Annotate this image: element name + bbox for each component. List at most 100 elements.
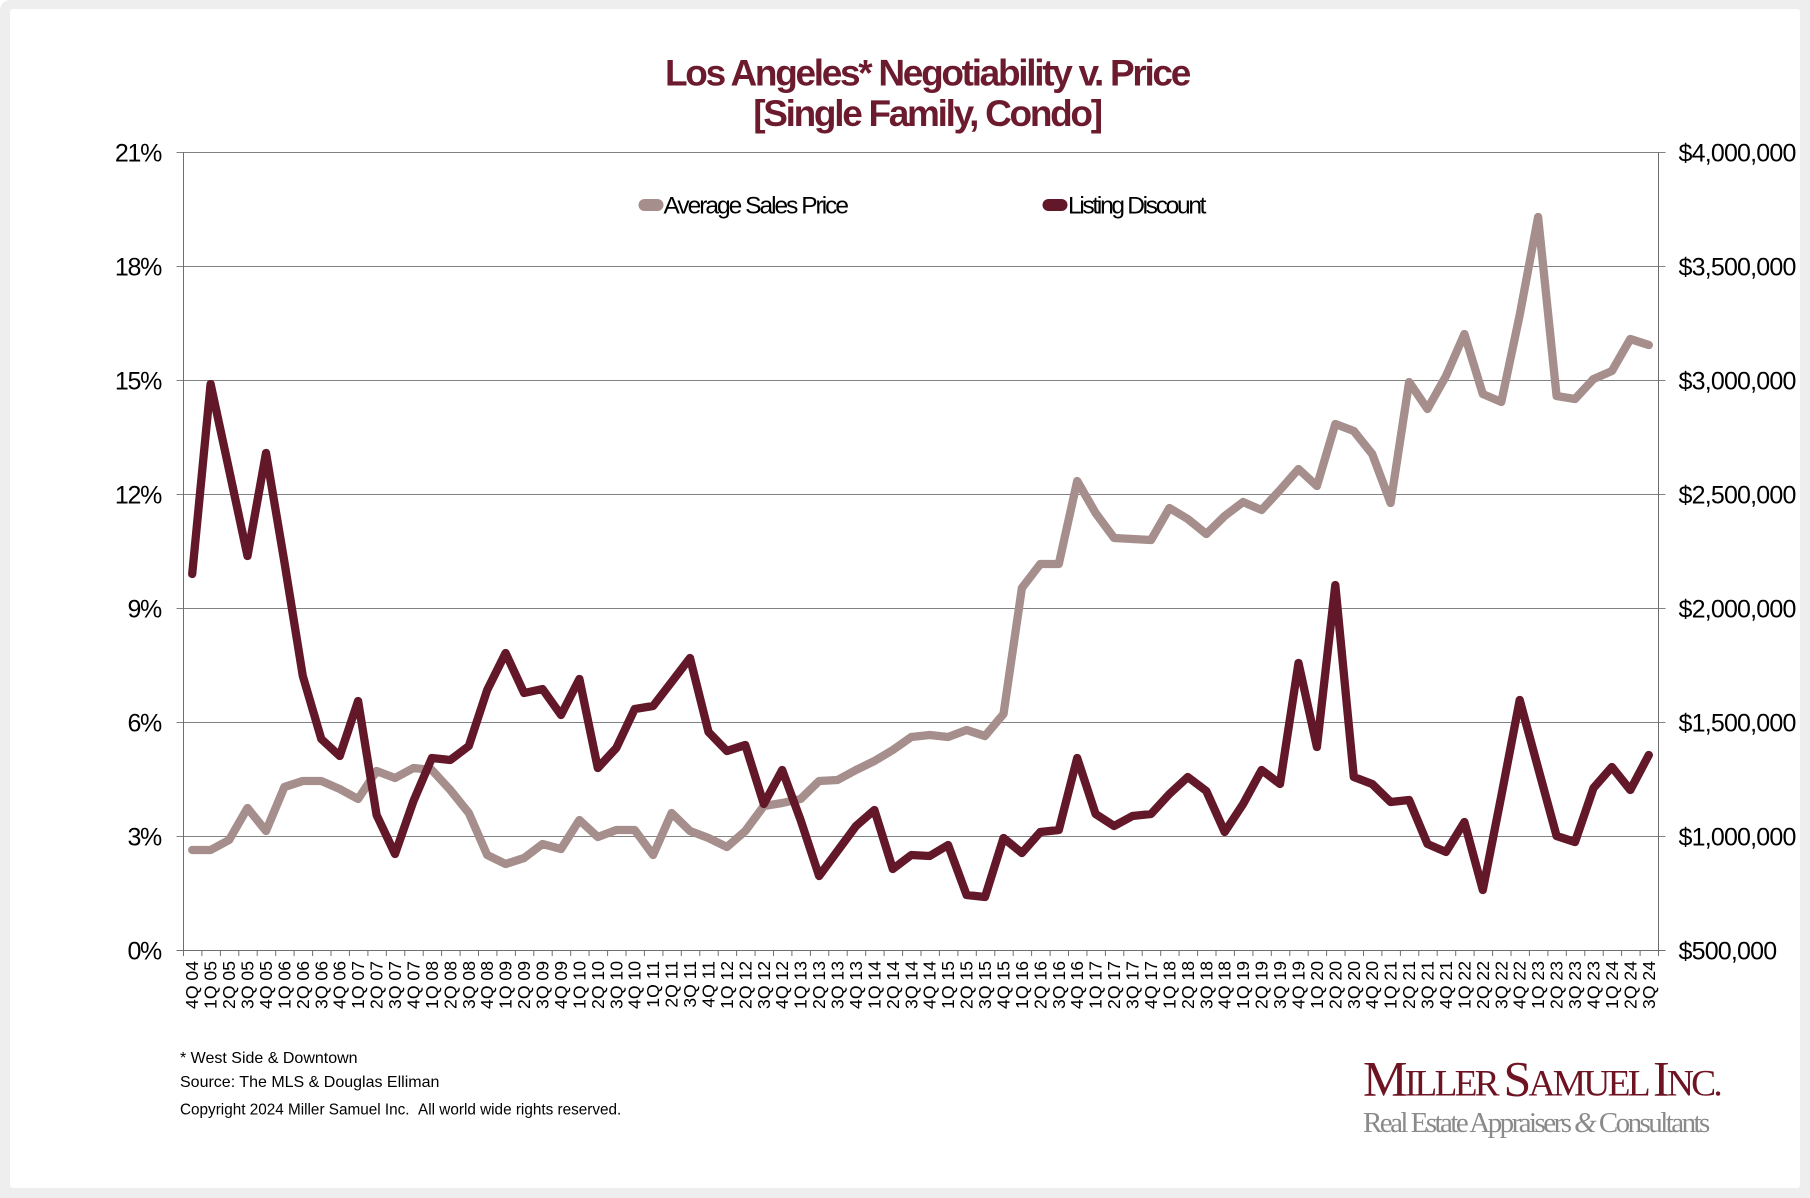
svg-text:1Q 23: 1Q 23	[1528, 961, 1548, 1009]
svg-text:2Q 20: 2Q 20	[1325, 961, 1345, 1009]
svg-text:Copyright 2024 Miller Samuel I: Copyright 2024 Miller Samuel Inc. All wo…	[180, 1101, 621, 1118]
svg-text:2Q 11: 2Q 11	[662, 961, 682, 1008]
svg-text:2Q 08: 2Q 08	[440, 961, 460, 1009]
svg-text:3Q 19: 3Q 19	[1270, 961, 1290, 1009]
svg-text:2Q 18: 2Q 18	[1178, 961, 1198, 1009]
svg-text:2Q 09: 2Q 09	[514, 961, 534, 1009]
svg-text:9%: 9%	[127, 596, 162, 624]
svg-text:4Q 21: 4Q 21	[1436, 961, 1456, 1009]
svg-text:1Q 14: 1Q 14	[864, 961, 884, 1009]
svg-text:4Q 07: 4Q 07	[404, 961, 424, 1009]
svg-text:2Q 14: 2Q 14	[883, 961, 903, 1009]
svg-text:2Q 23: 2Q 23	[1547, 961, 1567, 1009]
svg-text:4Q 11: 4Q 11	[699, 961, 719, 1008]
svg-text:12%: 12%	[115, 482, 162, 510]
svg-text:1Q 21: 1Q 21	[1381, 961, 1401, 1009]
svg-text:1Q 16: 1Q 16	[1012, 961, 1032, 1009]
svg-text:2Q 22: 2Q 22	[1473, 961, 1493, 1009]
svg-text:[Single Family, Condo]: [Single Family, Condo]	[753, 93, 1101, 134]
svg-text:3Q 10: 3Q 10	[606, 961, 626, 1009]
svg-text:2Q 07: 2Q 07	[367, 961, 387, 1009]
svg-text:4Q 18: 4Q 18	[1215, 961, 1235, 1009]
svg-text:21%: 21%	[115, 140, 162, 168]
svg-text:3Q 07: 3Q 07	[385, 961, 405, 1009]
svg-text:3Q 11: 3Q 11	[680, 961, 700, 1008]
svg-text:3Q 23: 3Q 23	[1565, 961, 1585, 1009]
svg-text:3Q 06: 3Q 06	[311, 961, 331, 1009]
svg-text:$3,500,000: $3,500,000	[1679, 254, 1796, 282]
svg-text:2Q 10: 2Q 10	[588, 961, 608, 1009]
svg-text:3Q 13: 3Q 13	[828, 961, 848, 1009]
svg-text:1Q 17: 1Q 17	[1086, 961, 1106, 1009]
svg-text:Los Angeles* Negotiability v.: Los Angeles* Negotiability v. Price	[665, 53, 1191, 94]
svg-text:4Q 20: 4Q 20	[1362, 961, 1382, 1009]
svg-text:3Q 08: 3Q 08	[459, 961, 479, 1009]
svg-text:4Q 22: 4Q 22	[1510, 961, 1530, 1009]
svg-text:4Q 08: 4Q 08	[477, 961, 497, 1009]
svg-text:4Q 10: 4Q 10	[625, 961, 645, 1009]
svg-text:3Q 24: 3Q 24	[1639, 961, 1659, 1009]
svg-text:1Q 05: 1Q 05	[201, 961, 221, 1009]
svg-text:$3,000,000: $3,000,000	[1679, 368, 1796, 396]
svg-text:2Q 24: 2Q 24	[1620, 961, 1640, 1009]
svg-text:1Q 06: 1Q 06	[274, 961, 294, 1009]
svg-text:3Q 20: 3Q 20	[1344, 961, 1364, 1009]
svg-text:1Q 15: 1Q 15	[938, 961, 958, 1009]
svg-text:3Q 14: 3Q 14	[901, 961, 921, 1009]
svg-text:4Q 04: 4Q 04	[182, 961, 202, 1009]
svg-text:$1,500,000: $1,500,000	[1679, 710, 1796, 738]
svg-text:1Q 10: 1Q 10	[569, 961, 589, 1009]
svg-text:$4,000,000: $4,000,000	[1679, 140, 1796, 168]
svg-text:3Q 12: 3Q 12	[754, 961, 774, 1009]
svg-text:4Q 17: 4Q 17	[1141, 961, 1161, 1009]
svg-text:Real Estate Appraisers & Consu: Real Estate Appraisers & Consultants	[1363, 1107, 1710, 1139]
svg-text:3Q 18: 3Q 18	[1196, 961, 1216, 1009]
svg-text:3%: 3%	[127, 824, 162, 852]
svg-text:4Q 13: 4Q 13	[846, 961, 866, 1009]
svg-text:1Q 20: 1Q 20	[1307, 961, 1327, 1009]
svg-text:2Q 06: 2Q 06	[293, 961, 313, 1009]
svg-text:2Q 15: 2Q 15	[957, 961, 977, 1009]
svg-text:1Q 08: 1Q 08	[422, 961, 442, 1009]
svg-text:3Q 16: 3Q 16	[1049, 961, 1069, 1009]
svg-text:3Q 17: 3Q 17	[1123, 961, 1143, 1009]
svg-text:18%: 18%	[115, 254, 162, 282]
svg-text:4Q 14: 4Q 14	[920, 961, 940, 1009]
svg-text:3Q 15: 3Q 15	[975, 961, 995, 1009]
svg-text:3Q 09: 3Q 09	[533, 961, 553, 1009]
svg-text:$2,000,000: $2,000,000	[1679, 596, 1796, 624]
svg-text:1Q 24: 1Q 24	[1602, 961, 1622, 1009]
svg-text:1Q 12: 1Q 12	[717, 961, 737, 1009]
svg-text:4Q 06: 4Q 06	[330, 961, 350, 1009]
svg-text:2Q 12: 2Q 12	[735, 961, 755, 1009]
svg-text:$1,000,000: $1,000,000	[1679, 824, 1796, 852]
svg-text:2Q 05: 2Q 05	[219, 961, 239, 1009]
svg-text:2Q 17: 2Q 17	[1104, 961, 1124, 1009]
svg-text:4Q 23: 4Q 23	[1584, 961, 1604, 1009]
svg-text:Average Sales Price: Average Sales Price	[664, 193, 849, 220]
svg-text:2Q 13: 2Q 13	[809, 961, 829, 1009]
svg-text:3Q 22: 3Q 22	[1491, 961, 1511, 1009]
svg-text:1Q 18: 1Q 18	[1159, 961, 1179, 1009]
svg-text:1Q 09: 1Q 09	[496, 961, 516, 1009]
svg-text:4Q 16: 4Q 16	[1067, 961, 1087, 1009]
svg-text:2Q 19: 2Q 19	[1252, 961, 1272, 1009]
svg-text:1Q 11: 1Q 11	[643, 961, 663, 1008]
svg-text:4Q 12: 4Q 12	[772, 961, 792, 1009]
svg-text:1Q 22: 1Q 22	[1454, 961, 1474, 1009]
svg-text:$2,500,000: $2,500,000	[1679, 482, 1796, 510]
svg-text:0%: 0%	[127, 938, 162, 966]
svg-text:4Q 09: 4Q 09	[551, 961, 571, 1009]
svg-text:2Q 16: 2Q 16	[1030, 961, 1050, 1009]
svg-text:1Q 13: 1Q 13	[791, 961, 811, 1009]
svg-text:2Q 21: 2Q 21	[1399, 961, 1419, 1009]
svg-text:MILLER SAMUEL INC.: MILLER SAMUEL INC.	[1363, 1051, 1720, 1107]
svg-text:15%: 15%	[115, 368, 162, 396]
svg-text:1Q 19: 1Q 19	[1233, 961, 1253, 1009]
svg-text:Listing Discount: Listing Discount	[1068, 193, 1207, 220]
svg-text:3Q 05: 3Q 05	[238, 961, 258, 1009]
svg-text:6%: 6%	[127, 710, 162, 738]
svg-text:* West Side & Downtown: * West Side & Downtown	[180, 1050, 358, 1067]
svg-text:4Q 05: 4Q 05	[256, 961, 276, 1009]
svg-text:$500,000: $500,000	[1679, 938, 1777, 966]
